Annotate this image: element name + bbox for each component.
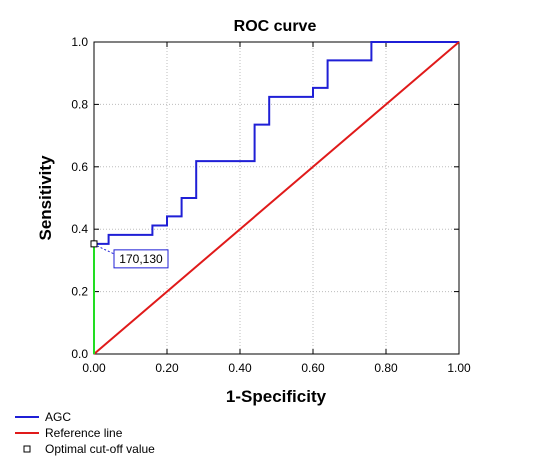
x-tick-label: 0.60 [301,361,325,375]
cutoff-callout-label: 170,130 [119,252,163,266]
agc-line [93,41,459,354]
legend-label: Optimal cut-off value [45,442,155,456]
y-tick-label: 1.0 [71,35,88,49]
reference-line-line [93,41,460,355]
legend-label: AGC [45,410,71,424]
x-tick-label: 0.00 [82,361,106,375]
cutoff-marker-group: 170,130 [90,240,169,354]
series [93,41,460,355]
y-tick-label: 0.0 [71,347,88,361]
x-tick-label: 0.80 [374,361,398,375]
axis-ticks: 0.00 0.20 0.40 0.60 0.80 1.00 0.0 0.2 0.4 0.6 0.8 1… [71,35,471,375]
legend-label: Reference line [45,426,123,440]
y-axis-title: Sensitivity [36,155,55,241]
x-tick-label: 0.20 [155,361,179,375]
chart-title: ROC curve [234,18,317,35]
x-tick-label: 0.40 [228,361,252,375]
legend: AGC Reference line Optimal cut-off value [15,410,155,456]
y-tick-label: 0.6 [71,160,88,174]
y-tick-label: 0.4 [71,222,88,236]
y-tick-label: 0.8 [71,97,88,111]
plot-frame [93,41,460,355]
x-tick-label: 1.00 [447,361,471,375]
x-axis-title: 1-Specificity [226,387,327,406]
y-tick-label: 0.2 [71,285,88,299]
cutoff-point-marker [90,240,98,248]
legend-swatch-square [23,445,31,453]
cutoff-callout-box [113,249,169,269]
cutoff-callout-connector [96,245,115,255]
